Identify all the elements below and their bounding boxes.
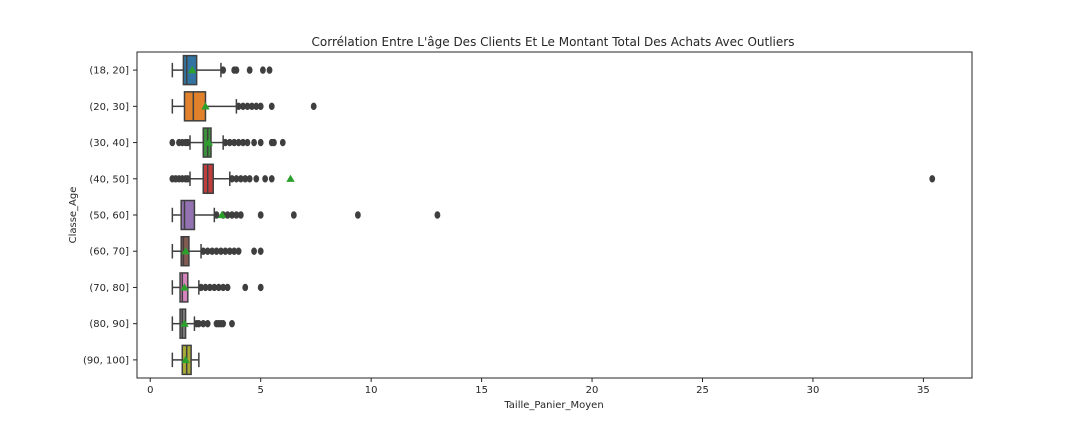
chart-title: Corrélation Entre L'âge Des Clients Et L…	[312, 35, 795, 49]
outlier-point	[257, 211, 264, 219]
outlier-point	[257, 102, 264, 111]
x-axis-label: Taille_Panier_Moyen	[503, 400, 603, 411]
iqr-box	[183, 91, 207, 122]
outlier-point	[257, 138, 264, 147]
y-tick-label: (80, 90]	[89, 319, 129, 330]
outlier-point	[235, 247, 242, 255]
x-tick-label: 5	[258, 385, 264, 396]
outlier-point	[184, 175, 191, 183]
outlier-point	[242, 283, 249, 292]
box-group	[171, 199, 441, 231]
mean-marker	[181, 247, 190, 255]
outlier-point	[268, 102, 275, 111]
outlier-point	[434, 211, 441, 219]
y-tick-label: (60, 70]	[89, 247, 129, 258]
y-tick-label: (90, 100]	[83, 355, 129, 366]
box-group	[171, 91, 317, 122]
outlier-point	[929, 175, 936, 183]
box-group	[169, 127, 286, 158]
y-axis: (18, 20] (20, 30] (30, 40] (40, 50] (50, 60]…	[83, 66, 137, 366]
mean-marker	[286, 174, 295, 182]
box-group	[169, 163, 936, 195]
outlier-point	[213, 211, 220, 219]
outlier-point	[251, 138, 257, 147]
box-group	[171, 235, 264, 267]
x-tick-label: 35	[917, 385, 930, 396]
outlier-point	[262, 175, 269, 183]
outlier-point	[251, 247, 257, 255]
outlier-point	[290, 211, 297, 219]
x-tick-label: 30	[807, 385, 820, 396]
mean-marker	[217, 210, 227, 219]
outlier-point	[244, 138, 251, 147]
outlier-point	[246, 66, 253, 74]
outlier-point	[257, 247, 264, 255]
outlier-point	[233, 66, 240, 74]
outlier-point	[224, 283, 231, 292]
outlier-point	[220, 66, 227, 74]
outlier-point	[266, 66, 273, 74]
plot-area	[169, 54, 936, 376]
outlier-point	[310, 102, 317, 111]
outlier-point	[271, 138, 277, 147]
outlier-point	[253, 175, 260, 183]
y-axis-label: Classe_Age	[68, 187, 79, 244]
outlier-point	[237, 211, 244, 219]
outlier-point	[354, 211, 361, 219]
box-group	[171, 272, 264, 303]
y-tick-label: (70, 80]	[89, 283, 129, 294]
x-tick-label: 20	[586, 385, 599, 396]
iqr-box	[180, 199, 196, 231]
outlier-point	[220, 319, 227, 328]
y-tick-label: (20, 30]	[89, 102, 129, 113]
outlier-point	[246, 175, 253, 183]
box-group	[171, 54, 273, 86]
mean-marker	[204, 138, 213, 146]
outlier-point	[229, 319, 235, 328]
x-tick-label: 0	[147, 385, 153, 396]
y-tick-label: (50, 60]	[89, 211, 129, 222]
box-group	[171, 344, 200, 376]
y-tick-label: (40, 50]	[89, 174, 129, 185]
x-tick-label: 25	[696, 385, 709, 396]
outlier-point	[169, 138, 176, 147]
box-group	[171, 308, 235, 339]
outlier-point	[268, 175, 275, 183]
mean-marker	[180, 319, 189, 327]
outlier-point	[184, 138, 191, 147]
mean-marker	[188, 65, 197, 74]
mean-marker	[180, 283, 189, 291]
outlier-point	[279, 138, 286, 147]
outlier-point	[204, 319, 211, 328]
y-tick-label: (18, 20]	[89, 66, 129, 77]
mean-marker	[201, 102, 210, 110]
outlier-point	[257, 283, 264, 292]
x-tick-label: 10	[365, 385, 378, 396]
x-axis: 0 5 10 15 20 25 30 35	[147, 378, 930, 396]
y-tick-label: (30, 40]	[89, 138, 129, 149]
outlier-point	[260, 66, 266, 74]
x-tick-label: 15	[475, 385, 488, 396]
mean-marker	[181, 355, 190, 364]
